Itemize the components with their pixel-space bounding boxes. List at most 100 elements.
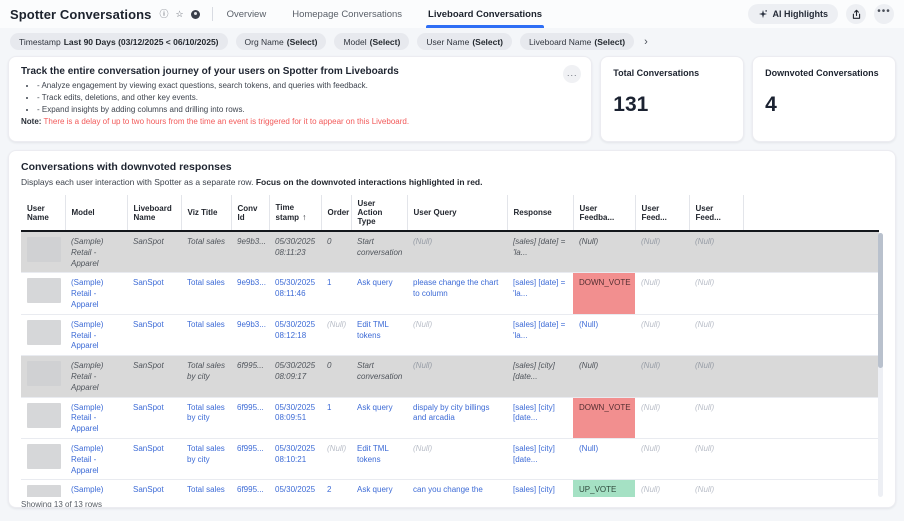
cell-user-feedback: (Null) [573, 231, 635, 273]
cell-timestamp[interactable]: 05/30/2025 08:09:51 [275, 402, 316, 423]
cell-timestamp[interactable]: 05/30/2025 08:10:21 [275, 443, 316, 464]
cell-user-feedback: (Null) [579, 319, 599, 329]
table-row[interactable]: (Sample) Retail - Apparel SanSpot Total … [21, 438, 879, 480]
col-header-conv-id[interactable]: Conv Id [230, 195, 269, 231]
filter-chip-timestamp[interactable]: Timestamp Last 90 Days (03/12/2025 < 06/1… [10, 33, 228, 50]
star-icon[interactable]: ☆ [175, 8, 184, 19]
table-row[interactable]: (Sample) Retail - Apparel SanSpot Total … [21, 272, 879, 315]
col-header-viz-title[interactable]: Viz Title [180, 195, 231, 231]
cell-user-action-type[interactable]: Ask query [357, 278, 393, 288]
col-header-user-feed-2[interactable]: User Feed... [634, 195, 689, 231]
cell-model[interactable]: (Sample) Retail - Apparel [71, 443, 104, 475]
cell-response[interactable]: [sales] [date] = 'la... [513, 319, 566, 340]
cell-order[interactable]: 2 [327, 485, 332, 495]
more-button[interactable]: ••• [874, 4, 894, 24]
filter-name: Org Name [244, 36, 284, 47]
cell-conv-id[interactable]: 6f995... [237, 402, 264, 412]
verified-icon[interactable] [190, 9, 200, 19]
redacted-user-name [27, 237, 61, 262]
note-bullet-list: - Analyze engagement by viewing exact qu… [37, 80, 579, 116]
cell-conv-id[interactable]: 6f995... [237, 443, 264, 453]
cell-model[interactable]: (Sample) Retail - Apparel [71, 319, 104, 351]
cell-user-query[interactable]: please change the chart to column [413, 278, 499, 299]
cell-response[interactable]: [sales] [date] = 'la... [513, 278, 566, 299]
cell-model: (Sample) Retail - Apparel [65, 231, 127, 273]
cell-order: 0 [321, 231, 351, 273]
tab-liveboard-conversations[interactable]: Liveboard Conversations [426, 0, 545, 28]
col-header-user-name[interactable]: User Name [21, 195, 65, 231]
cell-timestamp[interactable]: 05/30/2025 08:11:46 [275, 278, 316, 299]
filter-chip-org-name[interactable]: Org Name (Select) [235, 33, 327, 50]
cell-liveboard-name[interactable]: SanSpot [133, 485, 164, 495]
cell-response[interactable]: [sales] [city] [date... [513, 402, 555, 423]
cell-user-action-type[interactable]: Ask query [357, 485, 393, 495]
info-icon[interactable]: ⓘ [159, 8, 169, 19]
scrollbar-thumb[interactable] [878, 233, 883, 368]
cell-user-feed-3: (Null) [695, 402, 715, 412]
topbar-actions: AI Highlights ••• [747, 4, 894, 24]
cell-viz-title[interactable]: Total sales [187, 319, 225, 329]
filters-more-chevron-icon[interactable]: › [644, 35, 648, 48]
cell-user-feed-3: (Null) [689, 231, 743, 273]
cell-user-action-type[interactable]: Edit TML tokens [357, 443, 389, 464]
table-subtitle-normal: Displays each user interaction with Spot… [21, 177, 256, 187]
table-vertical-scrollbar[interactable] [878, 233, 883, 497]
cell-viz-title[interactable]: Total sales by city [187, 402, 225, 423]
share-button[interactable] [846, 4, 866, 24]
kpi-label: Downvoted Conversations [765, 68, 879, 78]
table-row[interactable]: (Sample) Retail - Apparel SanSpot Total … [21, 231, 879, 273]
cell-liveboard-name[interactable]: SanSpot [133, 278, 164, 288]
cell-user-action-type[interactable]: Edit TML tokens [357, 319, 389, 340]
share-icon [852, 9, 860, 19]
col-header-order[interactable]: Order [320, 195, 351, 231]
cell-viz-title[interactable]: Total sales [187, 278, 225, 288]
table-row[interactable]: (Sample) Retail - Apparel SanSpot Total … [21, 355, 879, 398]
filter-chip-liveboard-name[interactable]: Liveboard Name (Select) [520, 33, 635, 50]
col-header-user-feedback[interactable]: User Feedba... [572, 195, 635, 231]
cell-liveboard-name[interactable]: SanSpot [133, 443, 164, 453]
cell-user-feed-2: (Null) [641, 485, 661, 495]
cell-liveboard-name[interactable]: SanSpot [133, 319, 164, 329]
cell-viz-title: Total sales by city [181, 355, 231, 398]
cell-liveboard-name[interactable]: SanSpot [133, 402, 164, 412]
cell-user-query[interactable]: dispaly by city billings and arcadia [413, 402, 490, 423]
cell-user-query: (Null) [407, 355, 507, 398]
table-title: Conversations with downvoted responses [21, 161, 232, 173]
tab-overview[interactable]: Overview [226, 8, 267, 20]
cell-model[interactable]: (Sample) Retail - Apparel [71, 402, 104, 434]
cell-model[interactable]: (Sample) Retail - Apparel [71, 485, 104, 497]
cell-timestamp[interactable]: 05/30/2025 08:12:18 [275, 319, 316, 340]
cell-user-query[interactable]: can you change the chart tyoe to pie [413, 485, 483, 497]
cell-viz-title[interactable]: Total sales by city [187, 485, 225, 497]
col-header-user-query[interactable]: User Query [406, 195, 507, 231]
cell-user-feed-3: (Null) [695, 319, 715, 329]
col-header-timestamp[interactable]: Time stamp ↑ [268, 195, 321, 231]
col-header-response[interactable]: Response [506, 195, 573, 231]
cell-timestamp[interactable]: 05/30/2025 08:10:54 [275, 485, 316, 497]
ai-highlights-button[interactable]: AI Highlights [747, 4, 838, 24]
cell-order: 0 [321, 355, 351, 398]
summary-row: Track the entire conversation journey of… [8, 56, 897, 142]
col-header-model[interactable]: Model [64, 195, 127, 231]
cell-conv-id[interactable]: 6f995... [237, 485, 264, 495]
table-row[interactable]: (Sample) Retail - Apparel SanSpot Total … [21, 397, 879, 439]
col-header-user-feed-3[interactable]: User Feed... [688, 195, 743, 231]
tab-homepage-conversations[interactable]: Homepage Conversations [292, 8, 403, 20]
cell-viz-title[interactable]: Total sales by city [187, 443, 225, 464]
sort-ascending-icon[interactable]: ↑ [302, 212, 307, 222]
cell-response[interactable]: [sales] [city] [date... [513, 485, 555, 497]
cell-conv-id[interactable]: 9e9b3... [237, 278, 266, 288]
cell-order[interactable]: 1 [327, 402, 332, 412]
col-header-user-action-type[interactable]: User Action Type [350, 195, 407, 231]
cell-response[interactable]: [sales] [city] [date... [513, 443, 555, 464]
filter-chip-user-name[interactable]: User Name (Select) [417, 33, 513, 50]
cell-user-action-type[interactable]: Ask query [357, 402, 393, 412]
filter-chip-model[interactable]: Model (Select) [334, 33, 410, 50]
note-card-menu-button[interactable]: ... [563, 65, 582, 83]
table-row[interactable]: (Sample) Retail - Apparel SanSpot Total … [21, 479, 879, 497]
table-row[interactable]: (Sample) Retail - Apparel SanSpot Total … [21, 314, 879, 356]
cell-conv-id[interactable]: 9e9b3... [237, 319, 266, 329]
cell-order[interactable]: 1 [327, 278, 332, 288]
col-header-liveboard-name[interactable]: Liveboard Name [126, 195, 181, 231]
cell-model[interactable]: (Sample) Retail - Apparel [71, 278, 104, 309]
